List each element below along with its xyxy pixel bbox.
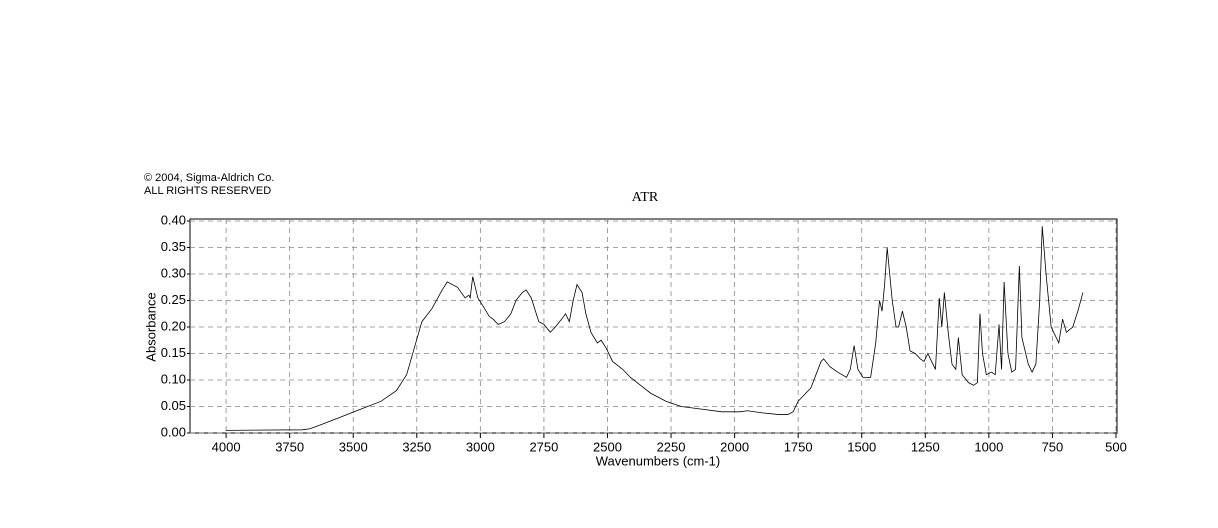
x-tick-label: 2250: [657, 439, 686, 454]
plot-frame: [189, 218, 1118, 434]
y-tick-label: 0.05: [161, 398, 186, 413]
x-tick-label: 3500: [339, 439, 368, 454]
x-axis-title: Wavenumbers (cm-1): [596, 453, 720, 468]
y-tick-label: 0.35: [161, 239, 186, 254]
x-tick-label: 3750: [275, 439, 304, 454]
copyright-line: ALL RIGHTS RESERVED: [144, 185, 271, 197]
y-tick-label: 0.25: [161, 292, 186, 307]
y-tick-label: 0.10: [161, 371, 186, 386]
chart-title: ATR: [632, 190, 659, 205]
y-tick-label: 0.00: [161, 424, 186, 439]
x-tick-label: 1000: [974, 439, 1003, 454]
x-tick-label: 2500: [593, 439, 622, 454]
y-axis-title: Absorbance: [143, 292, 158, 361]
x-tick-label: 2000: [720, 439, 749, 454]
x-tick-label: 3000: [466, 439, 495, 454]
x-tick-label: 2750: [529, 439, 558, 454]
y-tick-label: 0.20: [161, 318, 186, 333]
y-tick-label: 0.15: [161, 345, 186, 360]
copyright-line: © 2004, Sigma-Aldrich Co.: [144, 172, 274, 184]
x-tick-label: 1250: [911, 439, 940, 454]
y-tick-label: 0.30: [161, 265, 186, 280]
x-tick-label: 500: [1105, 439, 1127, 454]
spectrum-line: [226, 226, 1084, 431]
x-tick-label: 750: [1042, 439, 1064, 454]
y-tick-label: 0.40: [161, 212, 186, 227]
x-tick-label: 4000: [212, 439, 241, 454]
x-tick-label: 3250: [402, 439, 431, 454]
x-tick-label: 1500: [847, 439, 876, 454]
x-tick-label: 1750: [784, 439, 813, 454]
